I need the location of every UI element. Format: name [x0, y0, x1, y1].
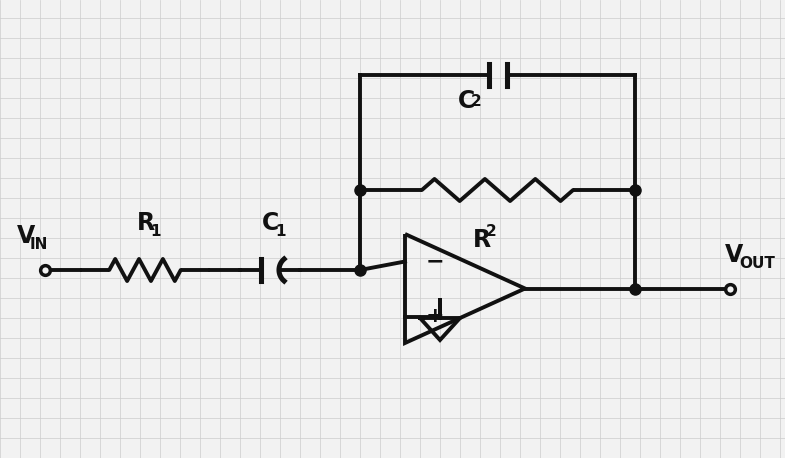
- Text: IN: IN: [30, 237, 49, 252]
- Text: V: V: [725, 242, 743, 267]
- Text: R: R: [473, 228, 491, 252]
- Text: 2: 2: [485, 224, 496, 239]
- Text: V: V: [17, 224, 35, 248]
- Text: R: R: [137, 211, 155, 235]
- Text: C: C: [262, 211, 279, 235]
- Text: +: +: [425, 306, 444, 327]
- Text: 1: 1: [275, 224, 286, 239]
- Text: OUT: OUT: [739, 256, 775, 271]
- Text: 2: 2: [470, 94, 481, 109]
- Text: −: −: [425, 251, 444, 272]
- Text: C: C: [458, 89, 475, 113]
- Text: 1: 1: [150, 224, 160, 239]
